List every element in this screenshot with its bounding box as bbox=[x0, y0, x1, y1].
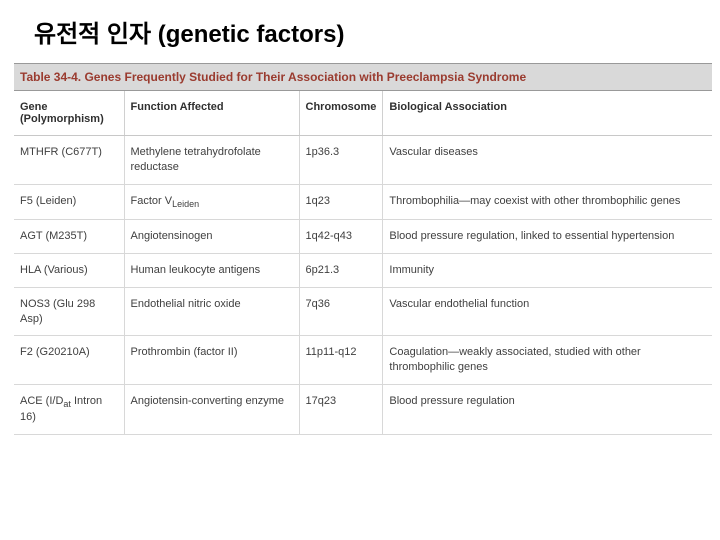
cell-func: Methylene tetrahydrofolate reductase bbox=[124, 136, 299, 185]
cell-assoc: Vascular endothelial function bbox=[383, 287, 712, 336]
cell-func: Angiotensinogen bbox=[124, 220, 299, 254]
cell-assoc: Immunity bbox=[383, 253, 712, 287]
cell-gene: ACE (I/Dat Intron 16) bbox=[14, 385, 124, 435]
cell-assoc: Blood pressure regulation bbox=[383, 385, 712, 435]
cell-gene: NOS3 (Glu 298 Asp) bbox=[14, 287, 124, 336]
cell-chrom: 1q42-q43 bbox=[299, 220, 383, 254]
cell-assoc: Vascular diseases bbox=[383, 136, 712, 185]
col-header-gene: Gene (Polymorphism) bbox=[14, 91, 124, 136]
table-row: F5 (Leiden) Factor VLeiden 1q23 Thrombop… bbox=[14, 184, 712, 219]
cell-gene: AGT (M235T) bbox=[14, 220, 124, 254]
cell-assoc: Coagulation—weakly associated, studied w… bbox=[383, 336, 712, 385]
table-row: HLA (Various) Human leukocyte antigens 6… bbox=[14, 253, 712, 287]
col-header-association: Biological Association bbox=[383, 91, 712, 136]
table-row: NOS3 (Glu 298 Asp) Endothelial nitric ox… bbox=[14, 287, 712, 336]
cell-assoc: Thrombophilia—may coexist with other thr… bbox=[383, 184, 712, 219]
cell-chrom: 7q36 bbox=[299, 287, 383, 336]
table-caption: Table 34-4. Genes Frequently Studied for… bbox=[14, 63, 712, 91]
cell-gene: HLA (Various) bbox=[14, 253, 124, 287]
page-title: 유전적 인자 (genetic factors) bbox=[0, 0, 720, 63]
table-row: AGT (M235T) Angiotensinogen 1q42-q43 Blo… bbox=[14, 220, 712, 254]
table-row: F2 (G20210A) Prothrombin (factor II) 11p… bbox=[14, 336, 712, 385]
col-header-chromosome: Chromosome bbox=[299, 91, 383, 136]
table-header-row: Gene (Polymorphism) Function Affected Ch… bbox=[14, 91, 712, 136]
genes-table: Gene (Polymorphism) Function Affected Ch… bbox=[14, 91, 712, 435]
cell-assoc: Blood pressure regulation, linked to ess… bbox=[383, 220, 712, 254]
table-row: MTHFR (C677T) Methylene tetrahydrofolate… bbox=[14, 136, 712, 185]
cell-gene: MTHFR (C677T) bbox=[14, 136, 124, 185]
cell-func: Endothelial nitric oxide bbox=[124, 287, 299, 336]
cell-gene: F2 (G20210A) bbox=[14, 336, 124, 385]
cell-chrom: 11p11-q12 bbox=[299, 336, 383, 385]
cell-chrom: 1p36.3 bbox=[299, 136, 383, 185]
cell-func: Angiotensin-converting enzyme bbox=[124, 385, 299, 435]
cell-chrom: 1q23 bbox=[299, 184, 383, 219]
cell-chrom: 17q23 bbox=[299, 385, 383, 435]
col-header-function: Function Affected bbox=[124, 91, 299, 136]
cell-func: Human leukocyte antigens bbox=[124, 253, 299, 287]
genes-table-wrap: Table 34-4. Genes Frequently Studied for… bbox=[14, 63, 712, 435]
cell-gene: F5 (Leiden) bbox=[14, 184, 124, 219]
cell-func: Factor VLeiden bbox=[124, 184, 299, 219]
cell-chrom: 6p21.3 bbox=[299, 253, 383, 287]
table-row: ACE (I/Dat Intron 16) Angiotensin-conver… bbox=[14, 385, 712, 435]
table-body: MTHFR (C677T) Methylene tetrahydrofolate… bbox=[14, 136, 712, 435]
cell-func: Prothrombin (factor II) bbox=[124, 336, 299, 385]
